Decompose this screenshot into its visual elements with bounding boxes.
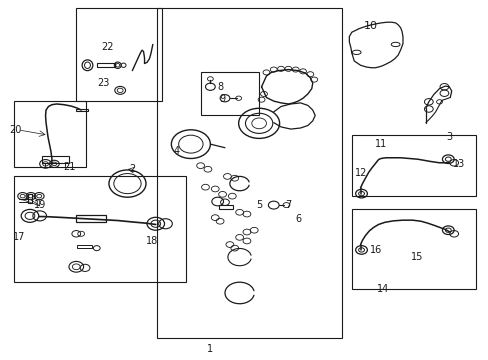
Bar — [76, 8, 161, 101]
Text: 2: 2 — [129, 164, 135, 174]
Bar — [14, 176, 185, 282]
Text: 9: 9 — [219, 94, 225, 104]
Text: 21: 21 — [62, 162, 75, 172]
Text: 5: 5 — [256, 200, 262, 210]
Bar — [351, 209, 475, 289]
Bar — [42, 156, 69, 163]
Text: 7: 7 — [285, 200, 291, 210]
Text: 12: 12 — [355, 168, 367, 178]
Bar — [97, 63, 115, 67]
Bar — [351, 135, 475, 196]
Text: 3: 3 — [446, 132, 451, 142]
Text: 17: 17 — [13, 232, 25, 242]
Bar — [157, 8, 341, 338]
Text: 6: 6 — [294, 215, 301, 224]
Bar — [200, 72, 259, 116]
Text: 23: 23 — [97, 78, 109, 88]
Text: 16: 16 — [369, 245, 382, 255]
Bar — [219, 205, 232, 210]
Text: 4: 4 — [173, 146, 179, 156]
Bar — [27, 194, 32, 203]
Text: 22: 22 — [102, 42, 114, 52]
Text: 20: 20 — [9, 125, 21, 135]
Bar — [14, 101, 86, 167]
Bar — [76, 215, 105, 222]
Text: 18: 18 — [145, 236, 158, 246]
Text: 14: 14 — [377, 284, 389, 294]
Text: 13: 13 — [452, 159, 464, 169]
Text: 8: 8 — [217, 82, 223, 92]
Bar — [77, 244, 92, 248]
Text: 11: 11 — [374, 139, 386, 149]
Text: 19: 19 — [34, 200, 46, 210]
Text: 1: 1 — [207, 343, 213, 354]
Text: 10: 10 — [364, 21, 378, 31]
Bar — [76, 109, 88, 111]
Text: 15: 15 — [410, 252, 423, 262]
